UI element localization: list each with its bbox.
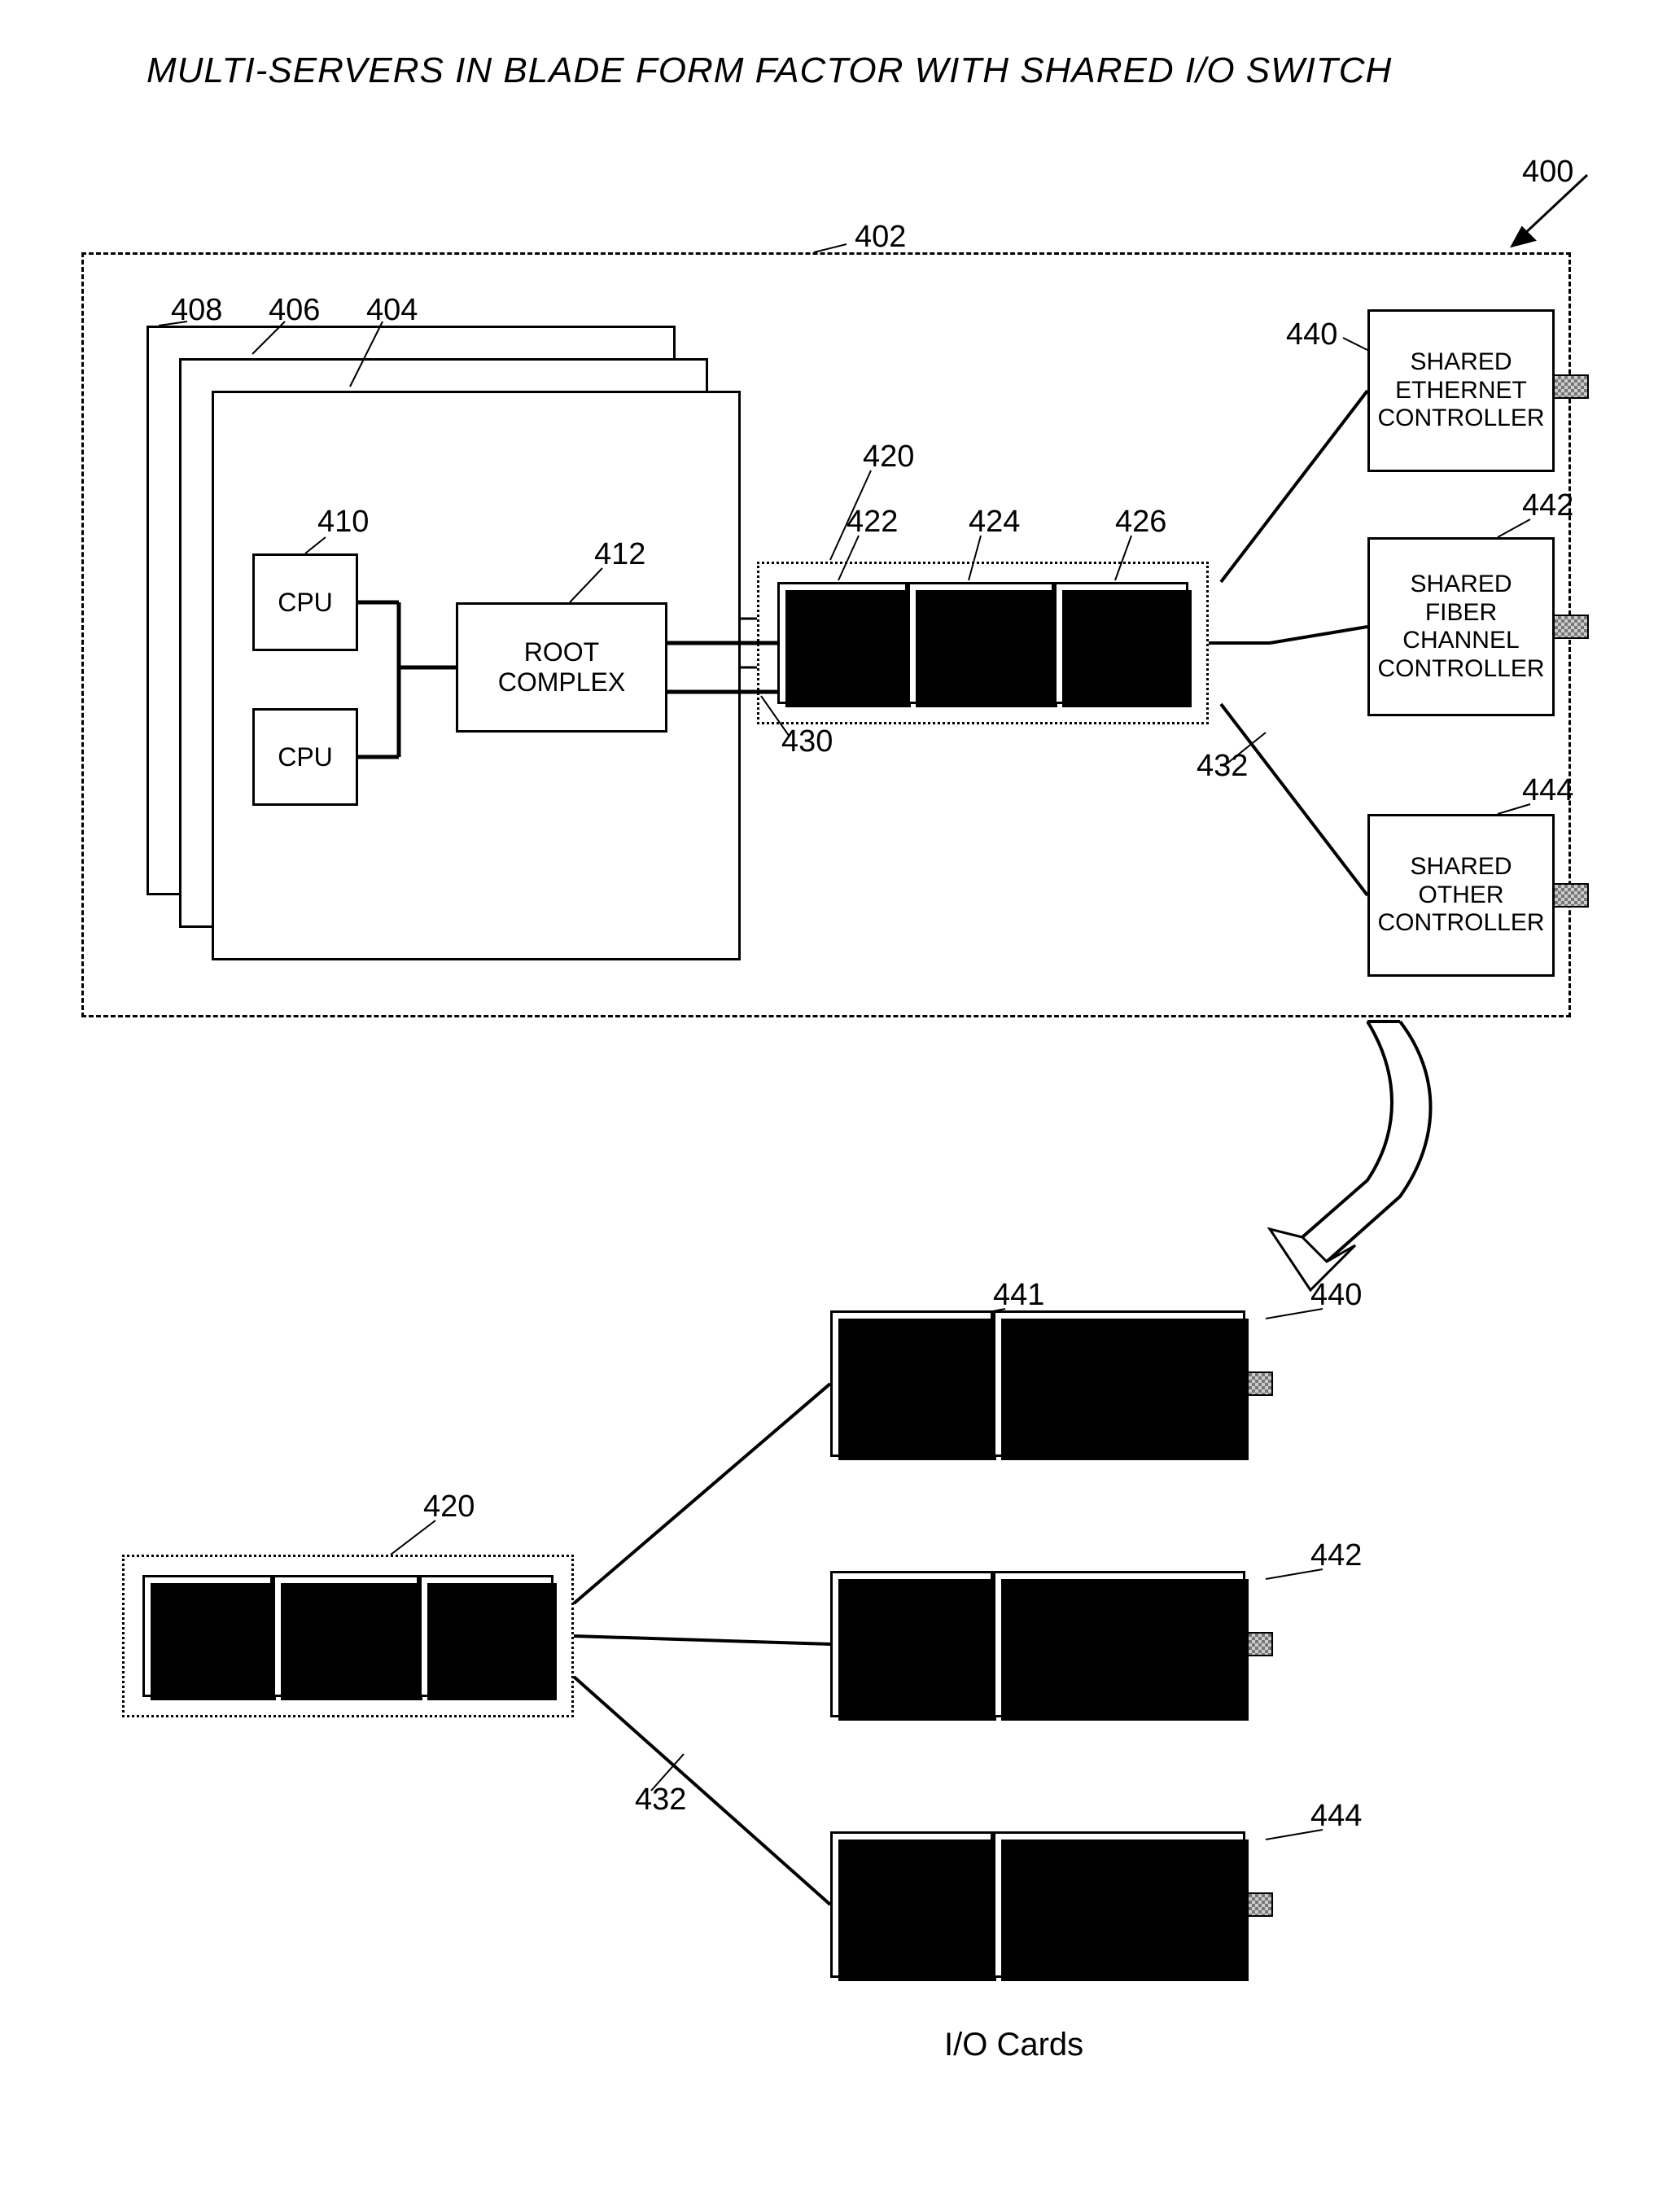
shared-fiber-channel-controller: SHAREDFIBERCHANNELCONTROLLER <box>1367 537 1555 716</box>
ref-426: 426 <box>1115 505 1166 540</box>
pci-ex-top: PCI-EX <box>777 582 908 704</box>
ref-402: 402 <box>855 220 906 255</box>
ref-442: 442 <box>1310 1538 1362 1573</box>
pci-ex-plus-bottom: PCI-EX+ <box>419 1575 553 1697</box>
fc-if: PCI-EX+IF <box>830 1571 993 1717</box>
ref-412: 412 <box>594 537 645 572</box>
ref-440: 440 <box>1286 317 1337 352</box>
eth-mac: ETHERNETMAC <box>993 1310 1245 1457</box>
port-1 <box>1553 615 1589 639</box>
ref-406: 406 <box>269 293 320 328</box>
cpu-2: CPU <box>252 708 358 806</box>
ref-440: 440 <box>1310 1278 1362 1313</box>
ref-444: 444 <box>1310 1799 1362 1834</box>
eth-if: PCI-EX+IF <box>830 1310 993 1457</box>
fc-mac: FIBERCHANNELMAC <box>993 1571 1245 1717</box>
ref-410: 410 <box>317 505 369 540</box>
ref-420: 420 <box>863 440 914 475</box>
ref-422: 422 <box>847 505 898 540</box>
ref-420: 420 <box>423 1490 475 1525</box>
ref-441: 441 <box>993 1278 1044 1313</box>
shared-other-controller: SHAREDOTHERCONTROLLER <box>1367 814 1555 977</box>
switch-core-bottom: SWITCHCORE <box>273 1575 419 1697</box>
ref-404: 404 <box>366 293 418 328</box>
pci-ex-plus-top: PCI-EX+ <box>1054 582 1188 704</box>
ref-408: 408 <box>171 293 222 328</box>
ref-400: 400 <box>1522 155 1573 190</box>
shared-ethernet-controller: SHAREDETHERNETCONTROLLER <box>1367 309 1555 472</box>
switch-core-top: SWITCHCORE <box>908 582 1054 704</box>
cpu-1: CPU <box>252 553 358 651</box>
ref-424: 424 <box>969 505 1020 540</box>
ref-430: 430 <box>781 724 833 759</box>
port-2 <box>1553 883 1589 908</box>
diagram-title: MULTI-SERVERS IN BLADE FORM FACTOR WITH … <box>147 50 1392 91</box>
ref-442: 442 <box>1522 488 1573 523</box>
ref-432: 432 <box>635 1783 686 1818</box>
root-complex: ROOTCOMPLEX <box>456 602 667 733</box>
oth-if: PCI-EX+IF <box>830 1831 993 1978</box>
port-0 <box>1553 374 1589 399</box>
ref-432: 432 <box>1197 749 1248 784</box>
io-cards-caption: I/O Cards <box>944 2027 1083 2063</box>
pci-ex-bottom: PCI-EX <box>142 1575 273 1697</box>
oth-mac: OTHERMAC <box>993 1831 1245 1978</box>
ref-444: 444 <box>1522 773 1573 808</box>
